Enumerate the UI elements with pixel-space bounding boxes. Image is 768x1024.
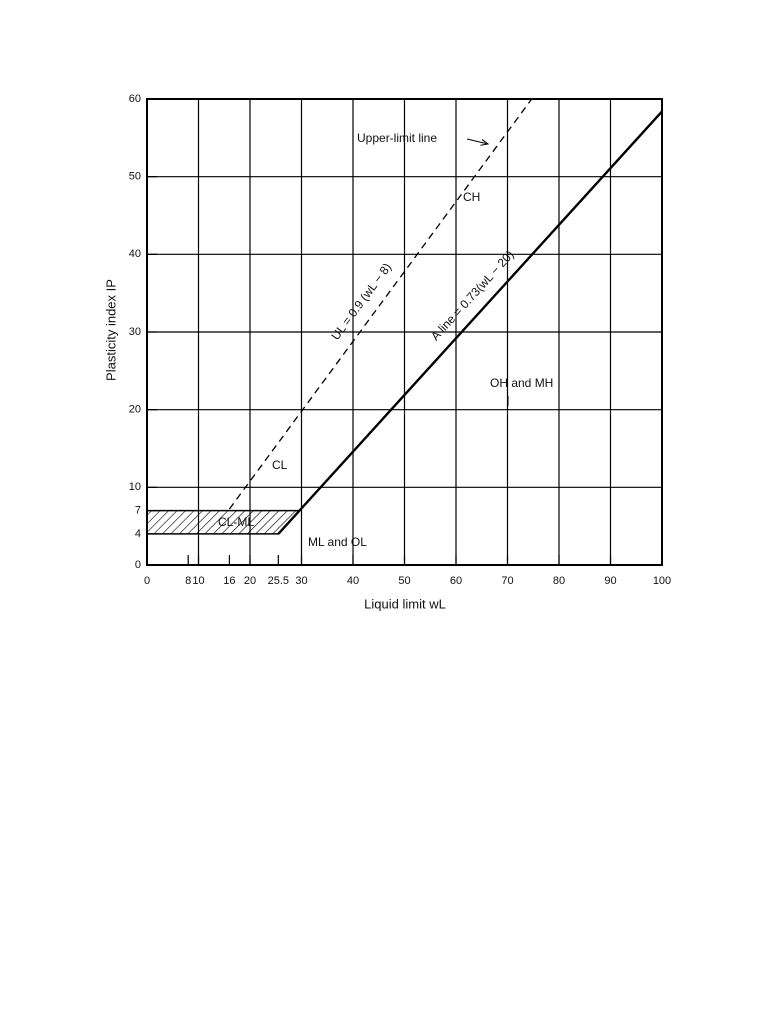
y-tick-label: 40 xyxy=(129,248,141,260)
y-tick-label: 50 xyxy=(129,171,141,183)
series-line xyxy=(277,110,663,535)
y-tick-label: 30 xyxy=(129,326,141,338)
x-tick-label: 10 xyxy=(192,575,204,587)
x-tick-label: 16 xyxy=(223,575,235,587)
annotation: CL-ML xyxy=(218,515,254,529)
x-tick-label: 70 xyxy=(501,575,513,587)
annotation: CL xyxy=(272,458,288,472)
x-axis-title: Liquid limit wL xyxy=(364,596,446,611)
annotation: CH xyxy=(463,190,480,204)
x-tick-label: 90 xyxy=(604,575,616,587)
y-tick-label: 7 xyxy=(135,505,141,517)
annotation: A line = 0.73(wL − 20) xyxy=(428,248,516,344)
x-tick-label: 0 xyxy=(144,575,150,587)
annotation: Upper-limit line xyxy=(357,131,437,145)
x-tick-label: 50 xyxy=(398,575,410,587)
y-tick-label: 10 xyxy=(129,481,141,493)
x-tick-label: 25.5 xyxy=(268,575,289,587)
y-tick-label: 0 xyxy=(135,559,141,571)
series-line xyxy=(228,98,533,510)
x-tick-label: 20 xyxy=(244,575,256,587)
x-tick-label: 30 xyxy=(295,575,307,587)
x-tick-label: 80 xyxy=(553,575,565,587)
annotation-arrow xyxy=(466,138,488,144)
x-tick-label: 100 xyxy=(653,575,671,587)
x-tick-label: 60 xyxy=(450,575,462,587)
annotation: ML and OL xyxy=(308,535,367,549)
annotation: OH and MH xyxy=(490,376,553,390)
y-tick-label: 60 xyxy=(129,93,141,105)
y-tick-label: 20 xyxy=(129,404,141,416)
x-tick-label: 40 xyxy=(347,575,359,587)
x-tick-label: 8 xyxy=(185,575,191,587)
y-tick-label: 4 xyxy=(135,528,141,540)
y-axis-title: Plasticity index IP xyxy=(103,279,118,381)
